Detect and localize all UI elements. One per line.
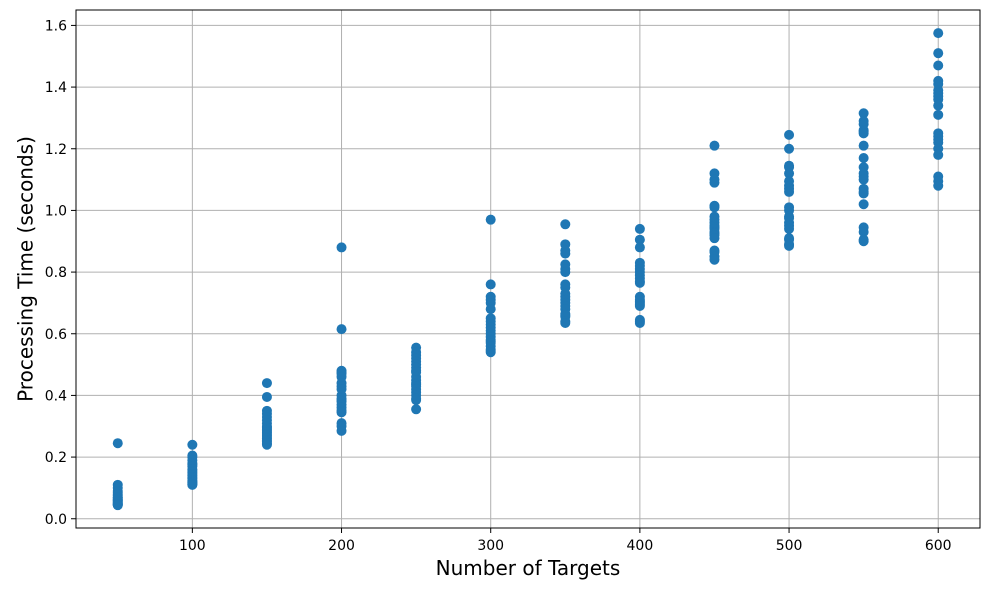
data-point bbox=[858, 153, 869, 163]
data-point bbox=[634, 277, 645, 288]
data-point bbox=[933, 48, 944, 59]
data-point bbox=[560, 248, 571, 259]
data-point bbox=[933, 100, 944, 111]
y-tick-label: 0.6 bbox=[45, 327, 67, 343]
data-point bbox=[784, 129, 795, 140]
data-point bbox=[858, 188, 869, 199]
y-tick-label: 1.4 bbox=[45, 80, 67, 96]
data-point bbox=[858, 199, 869, 210]
data-point bbox=[709, 202, 720, 213]
data-point bbox=[933, 60, 944, 71]
data-point bbox=[634, 317, 645, 328]
data-point bbox=[858, 236, 869, 247]
data-point bbox=[709, 177, 720, 188]
plot-area-frame bbox=[75, 9, 981, 529]
data-point bbox=[261, 439, 272, 450]
x-tick-label: 200 bbox=[328, 538, 355, 554]
data-point bbox=[634, 223, 645, 234]
data-point bbox=[933, 180, 944, 191]
x-tick-label: 500 bbox=[776, 538, 803, 554]
data-point bbox=[112, 438, 123, 449]
y-tick-label: 1.6 bbox=[45, 18, 67, 34]
data-point bbox=[634, 242, 645, 253]
data-point bbox=[336, 242, 347, 253]
data-point bbox=[485, 304, 496, 315]
y-tick-label: 1.2 bbox=[45, 142, 67, 158]
data-point bbox=[784, 186, 795, 197]
data-point bbox=[112, 500, 123, 511]
data-point bbox=[336, 407, 347, 418]
y-tick-label: 0.8 bbox=[45, 265, 67, 281]
data-point bbox=[634, 234, 645, 245]
x-tick-label: 400 bbox=[627, 538, 654, 554]
y-tick-label: 0.2 bbox=[45, 450, 67, 466]
y-axis-title: Processing Time (seconds) bbox=[14, 136, 38, 402]
data-point bbox=[261, 378, 272, 389]
data-point bbox=[709, 254, 720, 265]
data-point bbox=[858, 108, 869, 119]
data-point bbox=[560, 267, 571, 278]
y-tick-label: 0.4 bbox=[45, 388, 67, 404]
y-tick-label: 1.0 bbox=[45, 203, 67, 219]
data-point bbox=[411, 395, 422, 406]
data-point bbox=[560, 317, 571, 328]
y-tick-label: 0.0 bbox=[45, 512, 67, 528]
data-point bbox=[933, 149, 944, 160]
data-point bbox=[784, 168, 795, 179]
data-point bbox=[485, 347, 496, 358]
x-tick-label: 600 bbox=[925, 538, 952, 554]
data-point bbox=[709, 233, 720, 244]
data-point bbox=[560, 219, 571, 230]
data-point bbox=[858, 174, 869, 185]
data-point bbox=[336, 425, 347, 436]
data-point bbox=[336, 324, 347, 335]
data-point bbox=[261, 391, 272, 402]
grid-lines bbox=[76, 10, 980, 528]
data-point bbox=[709, 140, 720, 151]
data-point bbox=[933, 28, 944, 39]
x-axis-title: Number of Targets bbox=[436, 556, 621, 580]
data-point bbox=[933, 109, 944, 120]
data-point bbox=[485, 279, 496, 290]
data-point bbox=[784, 223, 795, 234]
data-point bbox=[485, 214, 496, 225]
data-point bbox=[784, 143, 795, 154]
data-point bbox=[411, 404, 422, 415]
data-point bbox=[858, 140, 869, 151]
data-points bbox=[112, 28, 944, 511]
data-point bbox=[784, 240, 795, 251]
data-point bbox=[634, 301, 645, 311]
x-tick-label: 100 bbox=[179, 538, 206, 554]
data-point bbox=[858, 227, 869, 237]
data-point bbox=[187, 479, 198, 490]
x-tick-label: 300 bbox=[477, 538, 504, 554]
data-point bbox=[187, 439, 198, 450]
data-point bbox=[858, 128, 869, 139]
axis-ticks: 100 200 300 400 500 600 0.0 0.2 0.4 0.6 0.8 1.0 1.2 1… bbox=[45, 18, 952, 554]
